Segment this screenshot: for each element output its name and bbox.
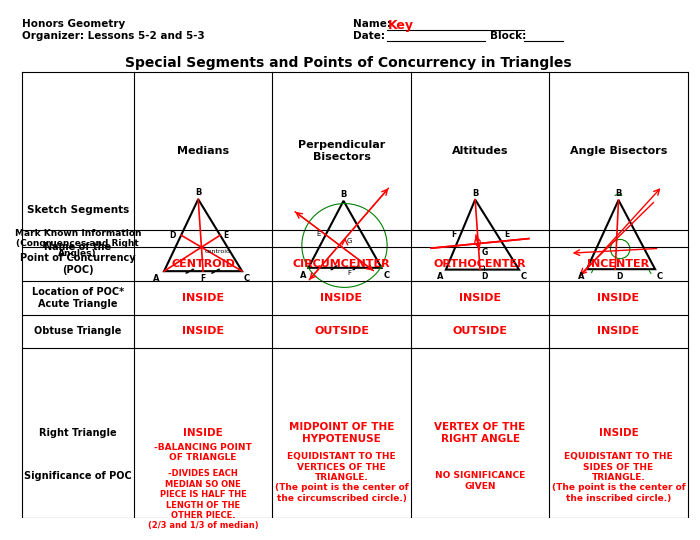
Text: INSIDE: INSIDE xyxy=(597,326,640,336)
Text: C: C xyxy=(244,274,250,283)
Text: A: A xyxy=(300,271,307,280)
Text: Angle Bisectors: Angle Bisectors xyxy=(570,146,667,156)
Text: centroid: centroid xyxy=(204,249,230,254)
Text: F: F xyxy=(347,269,351,276)
Text: CIRCUMCENTER: CIRCUMCENTER xyxy=(293,259,391,269)
Text: C: C xyxy=(521,273,527,281)
Text: Sketch Segments: Sketch Segments xyxy=(27,205,129,215)
Text: -DIVIDES EACH
MEDIAN SO ONE
PIECE IS HALF THE
LENGTH OF THE
OTHER PIECE.
(2/3 an: -DIVIDES EACH MEDIAN SO ONE PIECE IS HAL… xyxy=(148,469,258,530)
Text: NO SIGNIFICANCE
GIVEN: NO SIGNIFICANCE GIVEN xyxy=(435,471,525,491)
Text: INSIDE: INSIDE xyxy=(182,326,224,336)
Text: G: G xyxy=(346,238,352,244)
Text: E: E xyxy=(316,231,321,237)
Text: INSIDE: INSIDE xyxy=(182,293,224,303)
Text: B: B xyxy=(195,188,202,197)
Text: D: D xyxy=(616,272,622,281)
Text: B: B xyxy=(615,189,622,198)
Text: D: D xyxy=(169,231,175,240)
Text: D: D xyxy=(481,273,487,281)
Text: Block:: Block: xyxy=(490,31,526,40)
Text: Mark Known Information
(Congruences and Right
Angles): Mark Known Information (Congruences and … xyxy=(15,229,141,259)
Text: INSIDE: INSIDE xyxy=(598,428,638,438)
Text: Altitudes: Altitudes xyxy=(452,146,508,156)
Text: Name of the
Point of Concurrency
(POC): Name of the Point of Concurrency (POC) xyxy=(20,242,136,275)
Text: EQUIDISTANT TO THE
VERTICES OF THE
TRIANGLE.
(The point is the center of
the cir: EQUIDISTANT TO THE VERTICES OF THE TRIAN… xyxy=(274,452,408,503)
Text: Date:: Date: xyxy=(354,31,385,40)
Text: Name:: Name: xyxy=(354,19,391,29)
Text: INCENTER: INCENTER xyxy=(587,259,650,269)
Text: VERTEX OF THE
RIGHT ANGLE: VERTEX OF THE RIGHT ANGLE xyxy=(435,422,526,444)
Text: A: A xyxy=(153,274,159,283)
Text: A: A xyxy=(438,273,444,281)
Text: Right Triangle: Right Triangle xyxy=(39,428,117,438)
Text: CENTROID: CENTROID xyxy=(171,259,235,269)
Text: INSIDE: INSIDE xyxy=(597,293,640,303)
Text: INSIDE: INSIDE xyxy=(459,293,501,303)
Text: Significance of POC: Significance of POC xyxy=(24,471,132,481)
Text: OUTSIDE: OUTSIDE xyxy=(452,326,507,336)
Text: Medians: Medians xyxy=(177,146,229,156)
Text: E: E xyxy=(223,231,228,240)
Text: INSIDE: INSIDE xyxy=(183,428,223,438)
Text: Honors Geometry: Honors Geometry xyxy=(22,19,125,29)
Text: C: C xyxy=(384,271,390,280)
Text: B: B xyxy=(472,188,478,198)
Text: Perpendicular
Bisectors: Perpendicular Bisectors xyxy=(298,140,385,162)
Text: EQUIDISTANT TO THE
SIDES OF THE
TRIANGLE.
(The point is the center of
the inscri: EQUIDISTANT TO THE SIDES OF THE TRIANGLE… xyxy=(552,452,685,503)
Text: Key: Key xyxy=(387,19,414,32)
Text: E: E xyxy=(504,230,509,239)
Text: F: F xyxy=(452,230,456,239)
Text: ORTHOCENTER: ORTHOCENTER xyxy=(434,259,526,269)
Text: C: C xyxy=(657,272,663,281)
Text: G: G xyxy=(482,248,488,257)
Text: MIDPOINT OF THE
HYPOTENUSE: MIDPOINT OF THE HYPOTENUSE xyxy=(289,422,394,444)
Text: F: F xyxy=(200,274,206,283)
Text: OUTSIDE: OUTSIDE xyxy=(314,326,369,336)
Text: Obtuse Triangle: Obtuse Triangle xyxy=(34,326,122,336)
Text: Location of POC*
Acute Triangle: Location of POC* Acute Triangle xyxy=(32,287,124,308)
Text: A: A xyxy=(578,272,585,281)
Text: Special Segments and Points of Concurrency in Triangles: Special Segments and Points of Concurren… xyxy=(125,56,572,70)
Text: INSIDE: INSIDE xyxy=(321,293,363,303)
Text: Organizer: Lessons 5-2 and 5-3: Organizer: Lessons 5-2 and 5-3 xyxy=(22,31,204,40)
Text: B: B xyxy=(340,190,346,199)
Text: -BALANCING POINT
OF TRIANGLE: -BALANCING POINT OF TRIANGLE xyxy=(154,443,252,462)
